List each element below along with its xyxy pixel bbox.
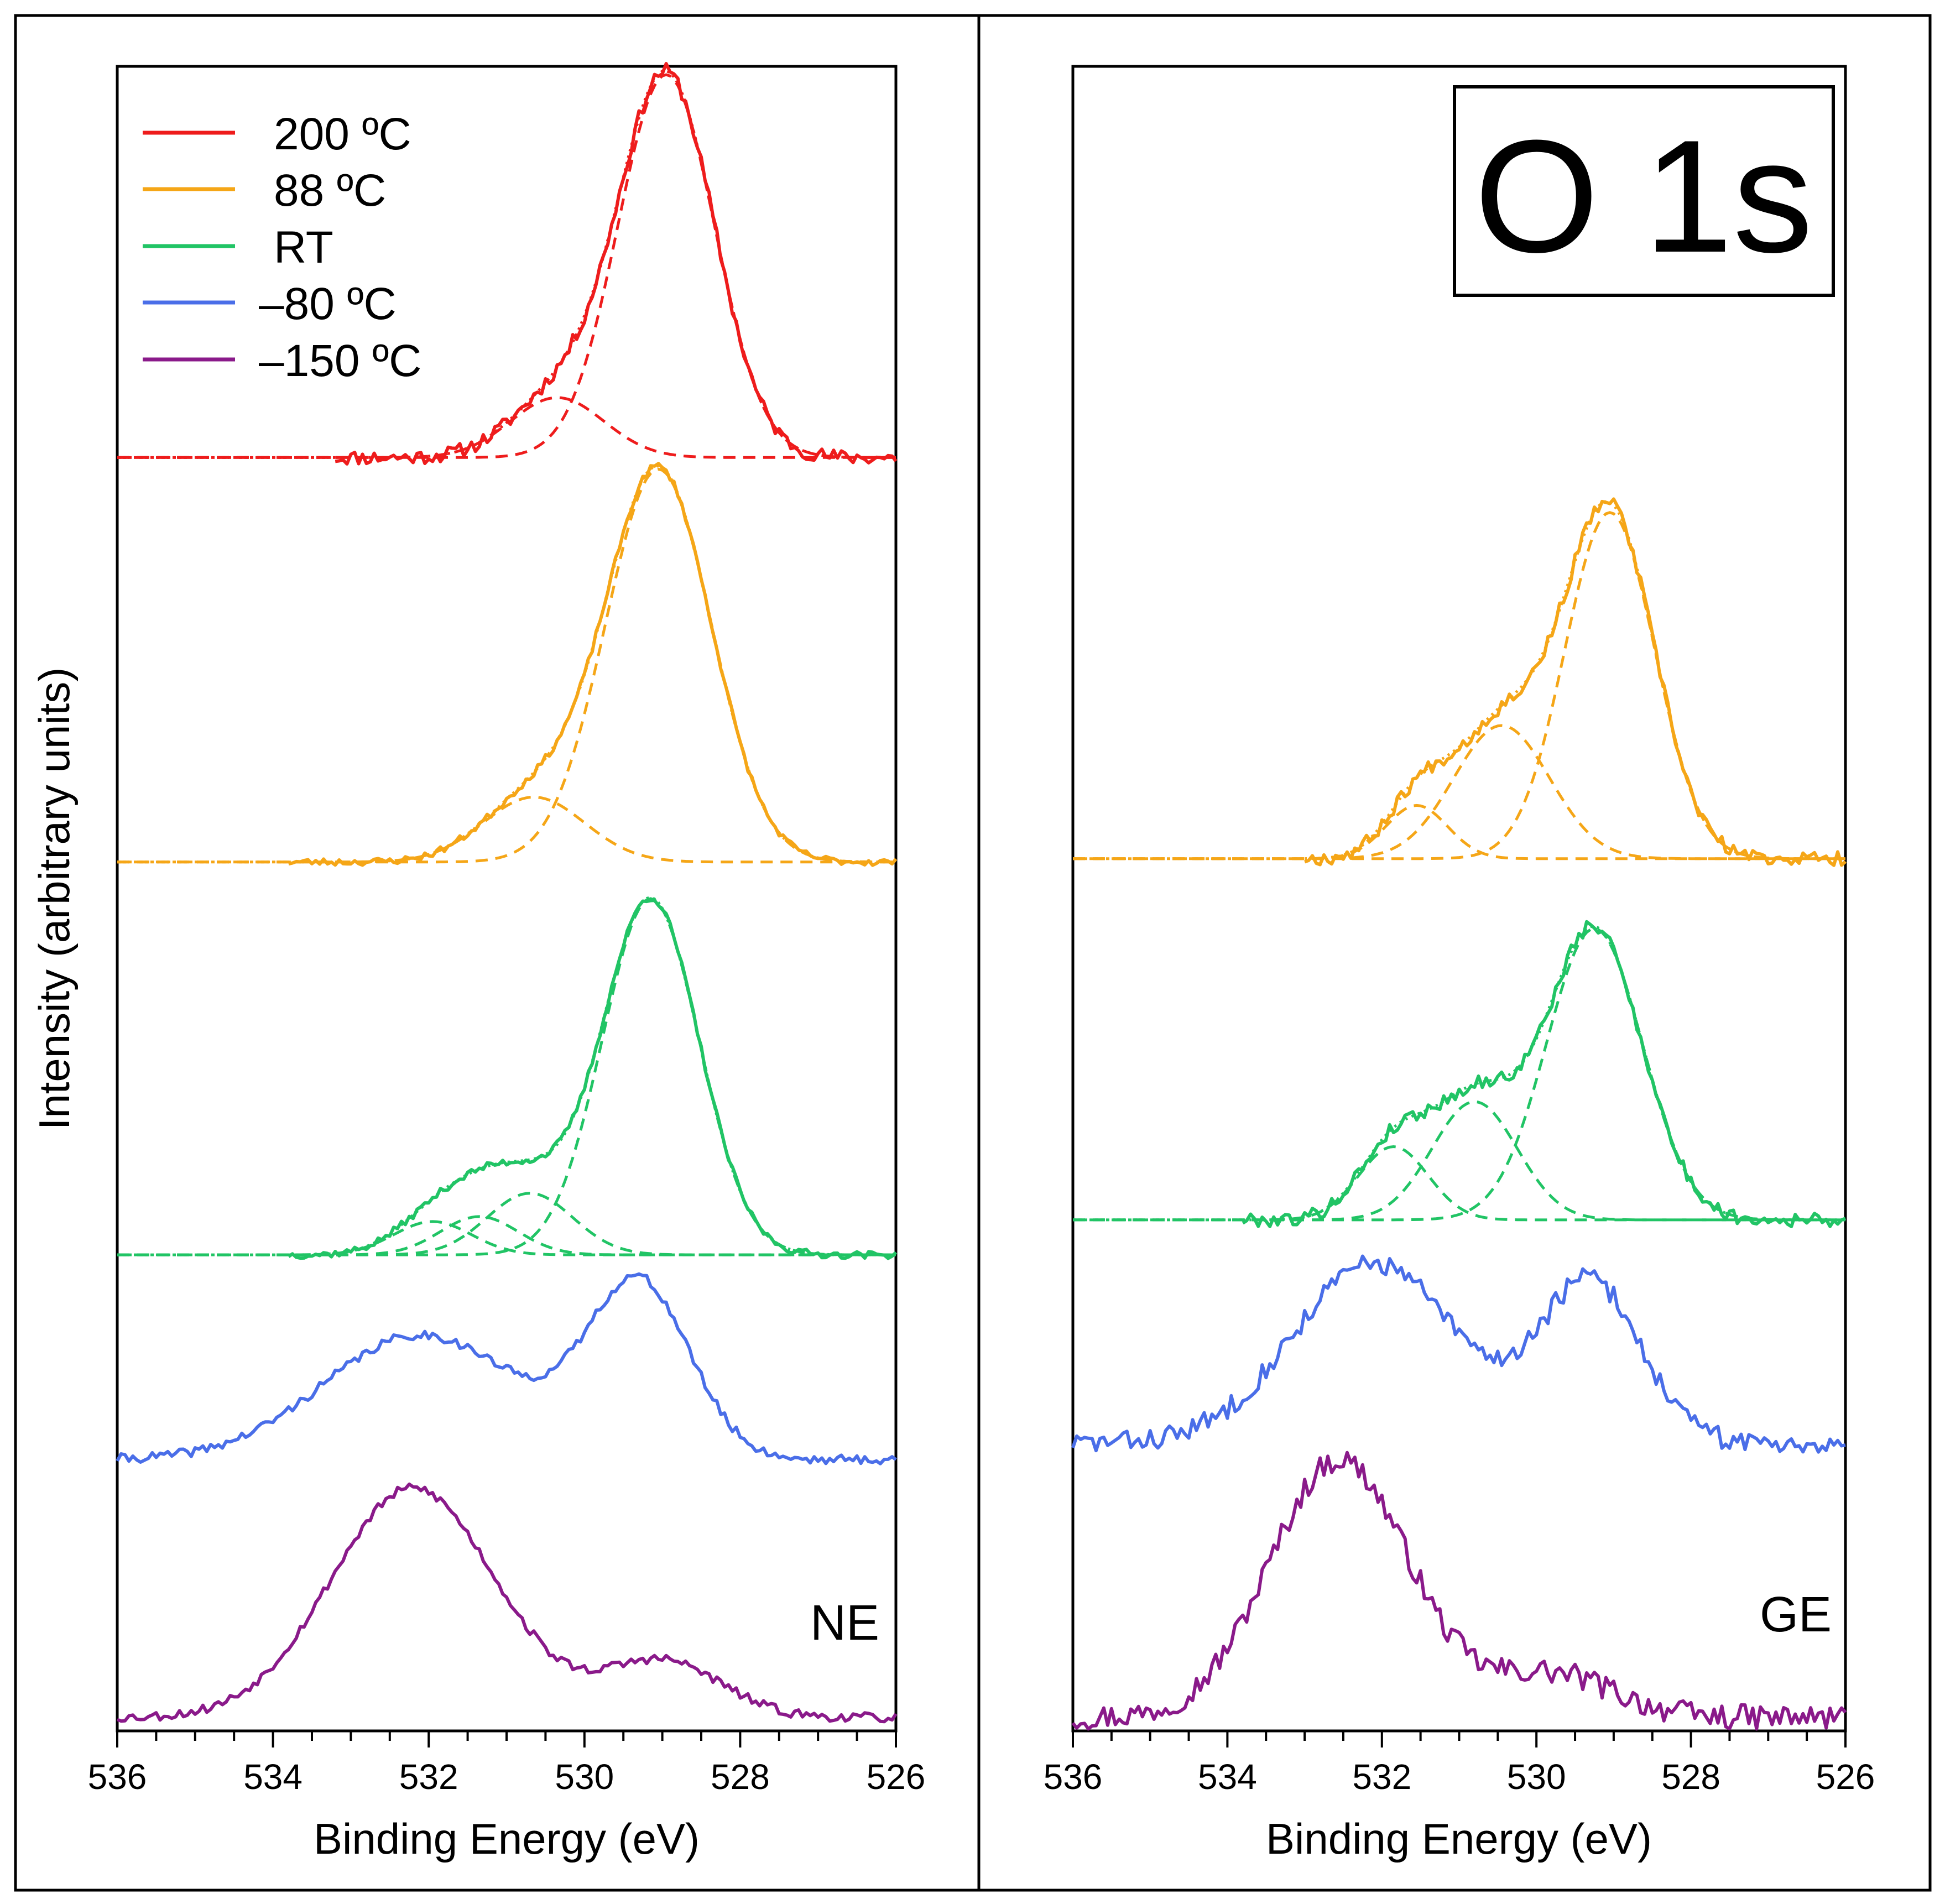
y-axis-title: Intensity (arbitrary units) bbox=[30, 667, 79, 1130]
spectra-ne bbox=[116, 62, 898, 1724]
x-tick-label: 530 bbox=[1507, 1757, 1566, 1797]
x-tick-label: 528 bbox=[711, 1757, 770, 1797]
legend-item-88c: 88 ºC bbox=[143, 165, 386, 216]
spectra-ge bbox=[1071, 497, 1847, 1731]
x-tick-label: 534 bbox=[1198, 1757, 1257, 1797]
x-tick-label: 530 bbox=[555, 1757, 614, 1797]
spectrum-88c bbox=[288, 462, 898, 867]
legend-item-m150c: –150 ºC bbox=[143, 336, 421, 386]
fit-envelope-88c bbox=[1305, 499, 1845, 860]
legend-item-rt: RT bbox=[143, 222, 333, 273]
legend-item-200c: 200 ºC bbox=[143, 109, 411, 159]
fit-envelope-rt bbox=[1243, 925, 1845, 1222]
spectrum-150c bbox=[1071, 1451, 1847, 1731]
x-tick-label: 536 bbox=[88, 1757, 147, 1797]
legend-item-m80c: –80 ºC bbox=[143, 279, 397, 329]
legend-label-200c: 200 ºC bbox=[274, 109, 411, 159]
legend-label-rt: RT bbox=[274, 222, 333, 273]
x-tick-label: 532 bbox=[1352, 1757, 1411, 1797]
x-axis-title-ge: Binding Energy (eV) bbox=[1266, 1814, 1652, 1863]
panel-label-ge: GE bbox=[1760, 1587, 1832, 1642]
fit-component-88c-2 bbox=[117, 795, 896, 864]
legend-label-88c: 88 ºC bbox=[274, 165, 386, 216]
fit-component-rt-3 bbox=[1073, 1145, 1845, 1222]
fit-component-200c-2 bbox=[117, 396, 896, 459]
title-box: O 1s bbox=[1453, 85, 1835, 297]
spectrum-200c bbox=[335, 62, 898, 466]
outer-frame bbox=[14, 14, 1932, 1892]
panel-ge: 536 534 532 530 528 526 Binding Energy (eV) G… bbox=[1044, 65, 1875, 1863]
legend-label-m150c: –150 ºC bbox=[259, 336, 421, 386]
fit-component-88c-3 bbox=[1073, 804, 1845, 860]
panel-label-ne: NE bbox=[810, 1595, 879, 1651]
fit-component-rt-4 bbox=[117, 1220, 896, 1256]
x-axis-title-ne: Binding Energy (eV) bbox=[314, 1814, 700, 1863]
spectrum-150c bbox=[116, 1482, 898, 1724]
legend-label-m80c: –80 ºC bbox=[259, 279, 397, 329]
x-tick-label: 528 bbox=[1661, 1757, 1720, 1797]
spectrum-88c bbox=[1304, 497, 1847, 867]
legend: 200 ºC 88 ºC RT –80 ºC –150 ºC bbox=[143, 109, 421, 386]
x-tick-label: 526 bbox=[867, 1757, 926, 1797]
spectrum-80c bbox=[1071, 1254, 1846, 1454]
panel-ne: 536 534 532 530 528 526 Binding Energy (eV) I… bbox=[30, 62, 926, 1863]
x-tick-label: 536 bbox=[1044, 1757, 1103, 1797]
spectrum-rt bbox=[288, 899, 898, 1260]
spectrum-rt bbox=[1242, 920, 1847, 1228]
title-box-frame bbox=[1453, 85, 1835, 297]
spectrum-80c bbox=[116, 1272, 897, 1465]
x-tick-label: 526 bbox=[1816, 1757, 1875, 1797]
x-tick-label: 534 bbox=[243, 1757, 303, 1797]
x-tick-label: 532 bbox=[399, 1757, 458, 1797]
x-ticks-ne: 536 534 532 530 528 526 bbox=[88, 1731, 926, 1797]
x-ticks-ge: 536 534 532 530 528 526 bbox=[1044, 1731, 1875, 1797]
chart-title: O 1s bbox=[1474, 107, 1813, 286]
